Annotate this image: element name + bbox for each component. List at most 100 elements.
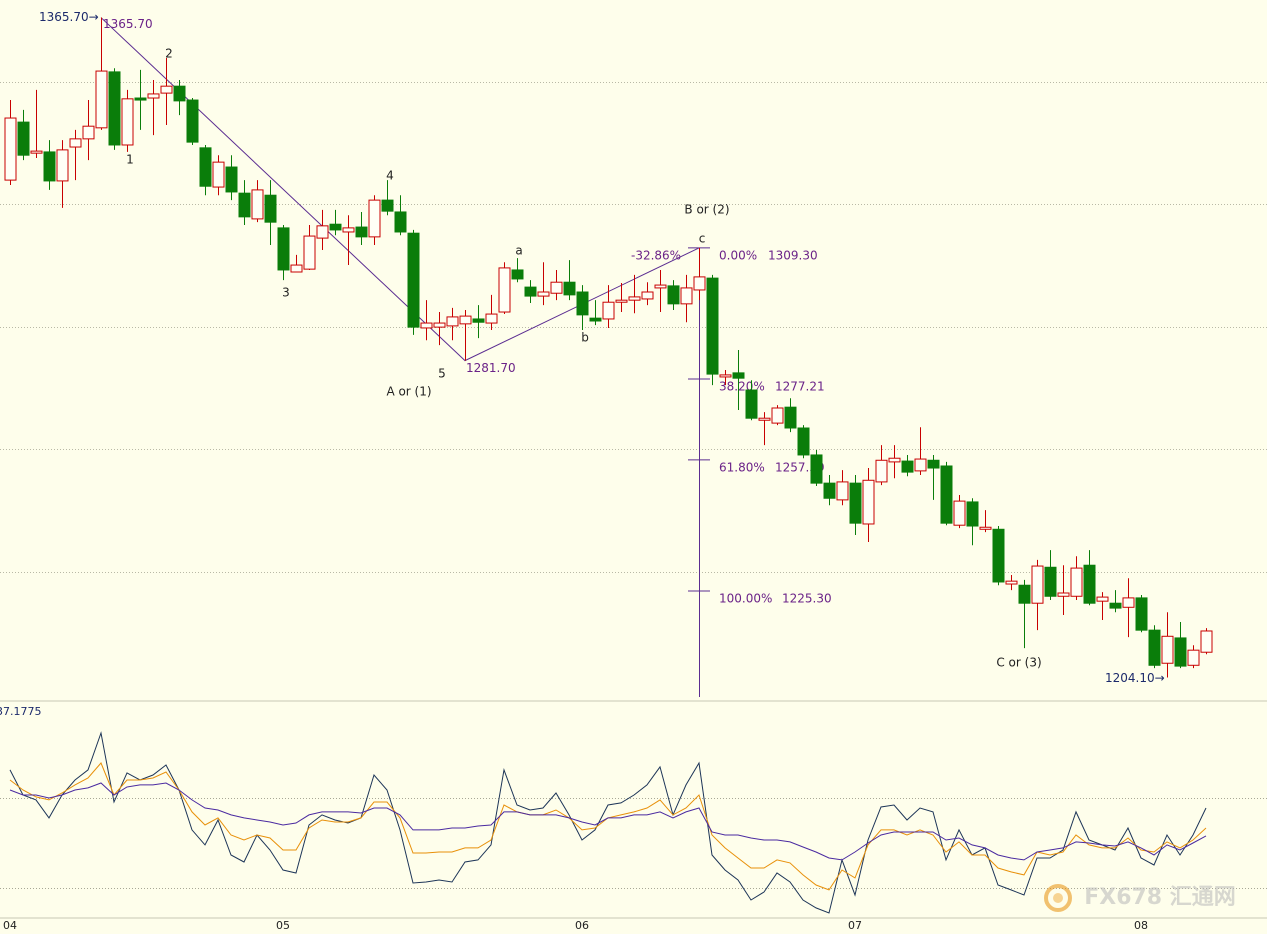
watermark-logo-dot: [1053, 893, 1063, 903]
candle-body: [1161, 635, 1174, 664]
candle-body: [1135, 597, 1148, 631]
fib-price: 1309.30: [768, 248, 818, 262]
candle-body: [277, 227, 290, 271]
candle-body: [30, 150, 43, 154]
candle-body: [719, 374, 732, 378]
candle-body: [1018, 584, 1031, 604]
wave-label: C or (3): [996, 656, 1041, 670]
candle-body: [186, 99, 199, 143]
candle-body: [238, 192, 251, 218]
candle-body: [667, 285, 680, 305]
candle-body: [316, 225, 329, 239]
candle-body: [420, 322, 433, 329]
wave-label: 1: [126, 153, 134, 167]
candle-body: [576, 291, 589, 316]
candle-body: [381, 199, 394, 212]
fib-price: 1277.21: [775, 379, 825, 393]
candle-body: [134, 97, 147, 101]
indicator-line: [9, 731, 1207, 914]
candle-body: [355, 226, 368, 238]
candle-body: [810, 454, 823, 484]
candle-body: [394, 211, 407, 233]
candle-body: [459, 315, 472, 325]
candle-body: [160, 85, 173, 94]
candle-body: [1122, 597, 1135, 608]
candle-body: [680, 287, 693, 305]
candle-body: [901, 460, 914, 473]
candle-body: [537, 291, 550, 297]
candle-body: [550, 281, 563, 294]
wave-label: 4: [386, 169, 394, 183]
candle-body: [654, 284, 667, 289]
candle-body: [1200, 630, 1213, 653]
candle-body: [1109, 602, 1122, 609]
candle-body: [342, 227, 355, 233]
fib-ratio: 100.00%: [719, 591, 772, 605]
candle-body: [628, 296, 641, 301]
candle-body: [927, 459, 940, 469]
candle-body: [368, 199, 381, 238]
candle-body: [849, 482, 862, 524]
candle-body: [511, 269, 524, 280]
x-tick-label: 07: [848, 919, 862, 932]
candle-body: [706, 277, 719, 375]
candle-body: [1187, 649, 1200, 666]
candle-body: [173, 85, 186, 102]
candle-body: [498, 267, 511, 313]
candle-body: [17, 121, 30, 156]
candle-body: [797, 427, 810, 456]
candle-body: [472, 318, 485, 323]
fib-price: 1225.30: [782, 591, 832, 605]
candle-body: [329, 223, 342, 231]
candle-body: [953, 500, 966, 526]
candle-body: [1083, 564, 1096, 604]
price-label: 1281.70: [466, 361, 516, 375]
candle-body: [784, 406, 797, 429]
candle-body: [693, 276, 706, 291]
candle-body: [264, 194, 277, 223]
candle-body: [303, 235, 316, 270]
fib-ratio: 0.00%: [719, 248, 757, 262]
candle-body: [147, 93, 160, 99]
candle-body: [290, 264, 303, 273]
candle-body: [771, 407, 784, 424]
x-tick-label: 05: [276, 919, 290, 932]
wave-label: A or (1): [386, 385, 431, 399]
candle-body: [524, 286, 537, 297]
wave-label: c: [699, 232, 706, 246]
candle-body: [914, 458, 927, 472]
candle-body: [43, 151, 56, 182]
candle-body: [95, 70, 108, 129]
candle-body: [732, 372, 745, 379]
candle-body: [836, 481, 849, 501]
wave-label: 2: [165, 47, 173, 61]
candle-body: [407, 232, 420, 328]
candle-body: [940, 465, 953, 524]
wave-label: 5: [438, 367, 446, 381]
candle-body: [966, 501, 979, 527]
candle-body: [875, 459, 888, 483]
wave-label: b: [581, 331, 589, 345]
candle-body: [1057, 592, 1070, 597]
candle-body: [1005, 580, 1018, 585]
candle-body: [1096, 596, 1109, 602]
fib-ratio: 61.80%: [719, 460, 765, 474]
candle-body: [823, 482, 836, 499]
candle-body: [888, 457, 901, 463]
candle-body: [862, 479, 875, 525]
watermark-text: FX678 汇通网: [1084, 885, 1236, 910]
price-label: 1365.70: [103, 17, 153, 31]
candle-body: [563, 281, 576, 296]
candle-body: [485, 313, 498, 324]
candle-body: [225, 166, 238, 193]
candle-body: [121, 98, 134, 146]
indicator-line: [9, 782, 1207, 861]
candle-body: [212, 161, 225, 188]
candle-body: [641, 291, 654, 300]
wave-label: 3: [282, 286, 290, 300]
price-label: 1365.70→: [39, 10, 99, 24]
candle-body: [82, 125, 95, 140]
candle-body: [1044, 566, 1057, 597]
